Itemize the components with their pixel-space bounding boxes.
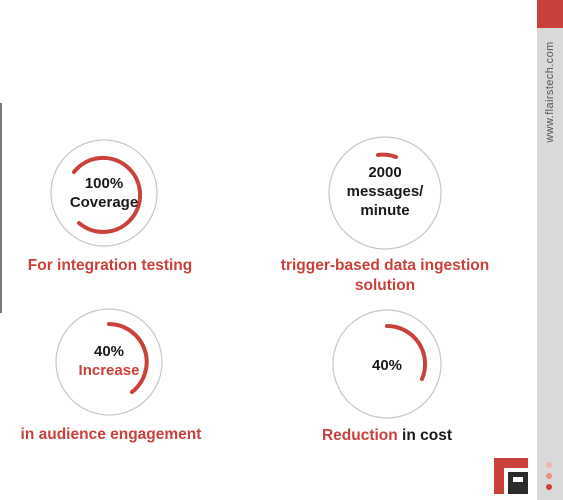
metric-label: Increase <box>78 362 140 379</box>
metric-ring-increase <box>55 308 163 416</box>
metric-reduction-text: 40% <box>330 356 444 375</box>
metric-value: 2000 <box>368 164 402 181</box>
metric-coverage-text: 100% Coverage <box>46 174 162 212</box>
metric-caption: trigger-based data ingestion solution <box>280 257 490 294</box>
metric-ring-coverage <box>50 139 158 247</box>
dot-icon <box>546 462 552 468</box>
metric-value: 40% <box>93 343 125 360</box>
progress-arc <box>376 152 398 159</box>
caption-rest: in cost <box>397 427 453 444</box>
left-divider <box>0 103 2 313</box>
metric-label-line2: minute <box>360 202 410 219</box>
sidebar <box>537 0 563 500</box>
dot-icon <box>546 484 552 490</box>
metric-ring-reduction <box>332 309 442 419</box>
progress-arc <box>107 322 149 394</box>
progress-arc <box>385 323 428 381</box>
metric-caption: Reduction in cost <box>292 426 482 446</box>
metric-increase-text: 40% Increase <box>53 342 165 380</box>
metric-value: 40% <box>371 357 403 374</box>
metric-messages-text: 2000 messages/ minute <box>325 163 445 220</box>
metric-caption: in audience engagement <box>20 426 202 443</box>
metric-value: 100% <box>84 175 124 192</box>
progress-arc <box>72 155 143 234</box>
sidebar-url: www.flairstech.com <box>544 41 556 143</box>
dot-icon <box>546 473 552 479</box>
metric-label-line1: messages/ <box>346 183 424 200</box>
flairstech-logo-icon <box>494 458 528 494</box>
metric-ring-messages <box>328 136 442 250</box>
metric-label: Coverage <box>69 194 139 211</box>
caption-accent: Reduction <box>321 427 398 444</box>
sidebar-accent-block <box>537 0 563 28</box>
metric-caption: For integration testing <box>27 257 193 274</box>
